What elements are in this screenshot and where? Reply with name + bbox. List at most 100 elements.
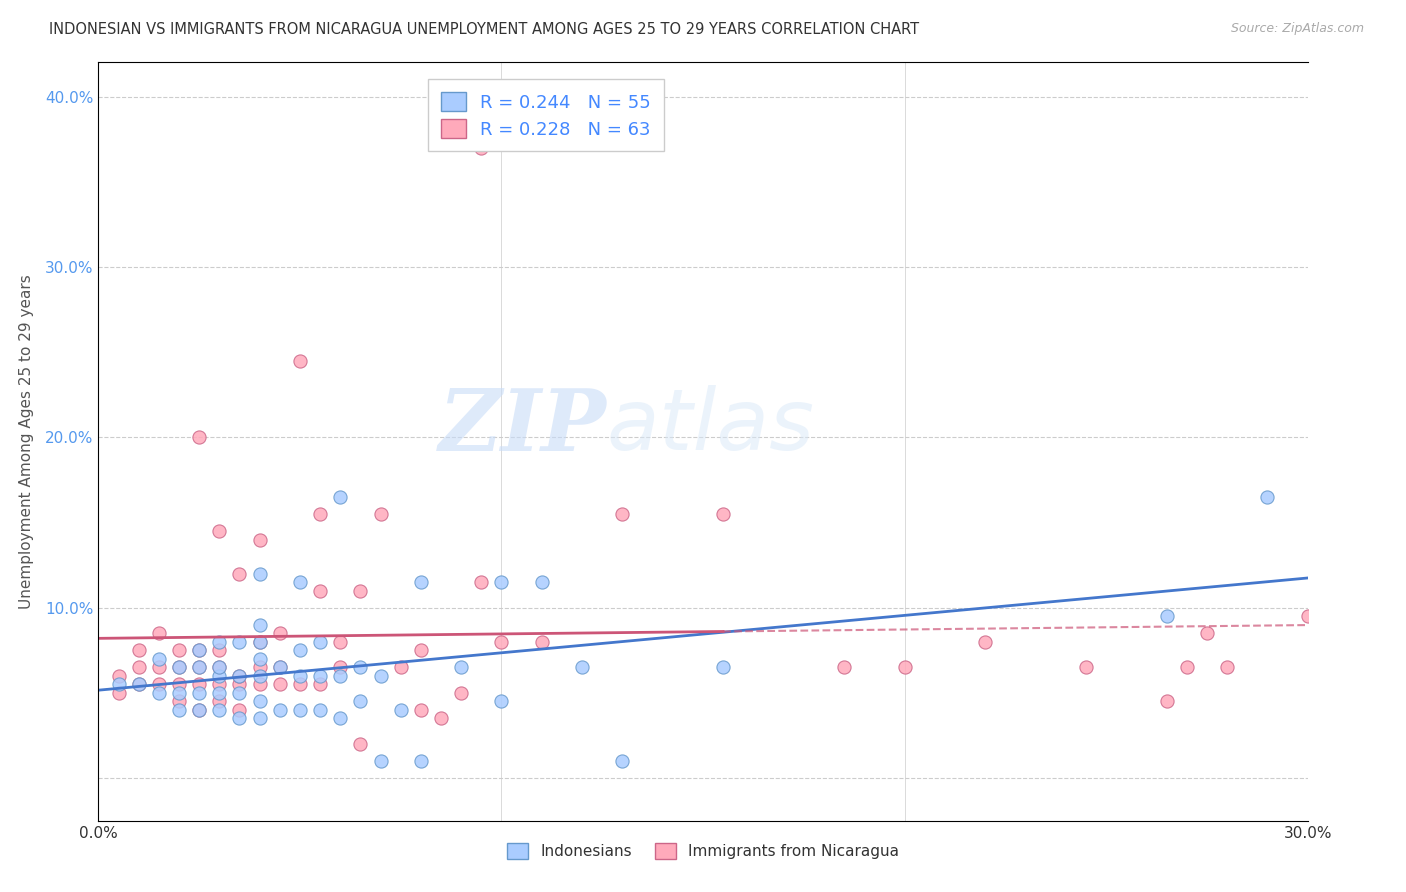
Point bbox=[249, 669, 271, 683]
Point bbox=[167, 660, 190, 674]
Point bbox=[370, 754, 392, 768]
Point bbox=[208, 686, 231, 700]
Point bbox=[309, 677, 332, 691]
Point bbox=[188, 677, 211, 691]
Point bbox=[329, 490, 352, 504]
Point bbox=[107, 677, 129, 691]
Point bbox=[249, 617, 271, 632]
Point bbox=[309, 634, 332, 648]
Point bbox=[208, 677, 231, 691]
Point bbox=[349, 583, 371, 598]
Point bbox=[249, 566, 271, 581]
Point bbox=[188, 703, 211, 717]
Point bbox=[167, 686, 190, 700]
Point bbox=[228, 711, 250, 725]
Point bbox=[148, 626, 170, 640]
Point bbox=[249, 634, 271, 648]
Point bbox=[288, 669, 311, 683]
Point bbox=[329, 634, 352, 648]
Point bbox=[571, 660, 593, 674]
Point bbox=[107, 669, 129, 683]
Point bbox=[370, 669, 392, 683]
Point bbox=[148, 652, 170, 666]
Point bbox=[309, 703, 332, 717]
Point bbox=[107, 686, 129, 700]
Point bbox=[188, 686, 211, 700]
Point bbox=[188, 643, 211, 657]
Point bbox=[188, 430, 211, 444]
Point bbox=[208, 694, 231, 708]
Point bbox=[1216, 660, 1239, 674]
Point bbox=[208, 643, 231, 657]
Point bbox=[329, 660, 352, 674]
Point bbox=[148, 686, 170, 700]
Point bbox=[389, 660, 412, 674]
Point bbox=[288, 643, 311, 657]
Point bbox=[430, 711, 453, 725]
Point bbox=[249, 652, 271, 666]
Point bbox=[167, 660, 190, 674]
Point bbox=[188, 660, 211, 674]
Point bbox=[288, 353, 311, 368]
Point bbox=[309, 583, 332, 598]
Point bbox=[128, 677, 150, 691]
Point bbox=[349, 694, 371, 708]
Point bbox=[530, 634, 553, 648]
Point bbox=[188, 660, 211, 674]
Point bbox=[491, 575, 513, 590]
Point bbox=[711, 507, 734, 521]
Point bbox=[1195, 626, 1218, 640]
Point bbox=[167, 677, 190, 691]
Point bbox=[228, 703, 250, 717]
Point bbox=[349, 737, 371, 751]
Point bbox=[409, 754, 432, 768]
Point bbox=[249, 660, 271, 674]
Point bbox=[269, 703, 291, 717]
Point bbox=[228, 634, 250, 648]
Point bbox=[188, 643, 211, 657]
Point bbox=[450, 660, 472, 674]
Point bbox=[269, 660, 291, 674]
Point bbox=[1296, 609, 1319, 624]
Point bbox=[208, 524, 231, 538]
Point bbox=[228, 566, 250, 581]
Legend: Indonesians, Immigrants from Nicaragua: Indonesians, Immigrants from Nicaragua bbox=[496, 832, 910, 870]
Point bbox=[208, 703, 231, 717]
Point bbox=[249, 677, 271, 691]
Text: atlas: atlas bbox=[606, 384, 814, 468]
Point bbox=[288, 703, 311, 717]
Point bbox=[188, 703, 211, 717]
Point bbox=[1156, 609, 1178, 624]
Point bbox=[269, 677, 291, 691]
Point bbox=[329, 711, 352, 725]
Point bbox=[1156, 694, 1178, 708]
Point bbox=[228, 677, 250, 691]
Point bbox=[249, 634, 271, 648]
Point bbox=[288, 677, 311, 691]
Point bbox=[249, 711, 271, 725]
Point bbox=[309, 669, 332, 683]
Point bbox=[1074, 660, 1097, 674]
Point bbox=[128, 660, 150, 674]
Point bbox=[329, 669, 352, 683]
Point bbox=[612, 754, 634, 768]
Point bbox=[711, 660, 734, 674]
Point bbox=[470, 575, 492, 590]
Point bbox=[409, 575, 432, 590]
Point bbox=[208, 669, 231, 683]
Point bbox=[249, 694, 271, 708]
Point bbox=[208, 660, 231, 674]
Point bbox=[370, 507, 392, 521]
Point bbox=[1256, 490, 1278, 504]
Text: Source: ZipAtlas.com: Source: ZipAtlas.com bbox=[1230, 22, 1364, 36]
Point bbox=[167, 703, 190, 717]
Point bbox=[167, 694, 190, 708]
Point bbox=[349, 660, 371, 674]
Point bbox=[228, 669, 250, 683]
Y-axis label: Unemployment Among Ages 25 to 29 years: Unemployment Among Ages 25 to 29 years bbox=[18, 274, 34, 609]
Point bbox=[450, 686, 472, 700]
Point bbox=[208, 634, 231, 648]
Point bbox=[1175, 660, 1198, 674]
Point bbox=[491, 694, 513, 708]
Point bbox=[309, 507, 332, 521]
